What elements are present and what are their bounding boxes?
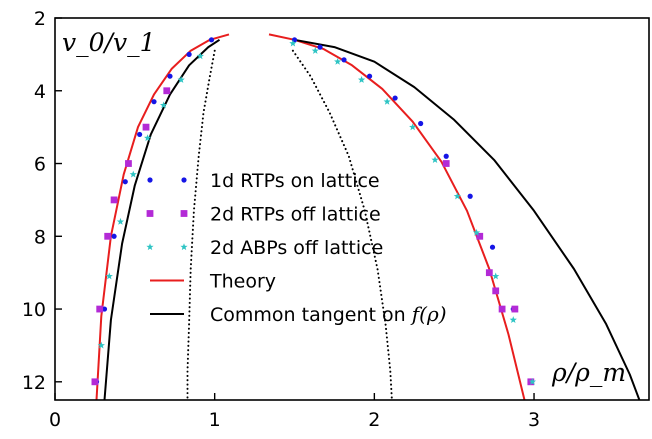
series-line-spinodal-1 <box>291 49 393 400</box>
data-point-1d-rtps-on-lattice-12 <box>366 73 373 79</box>
x-axis-label: ρ/ρ_m <box>551 358 626 387</box>
y-axis-label: v_0/v_1 <box>62 28 155 57</box>
series-line-theory-0 <box>95 33 230 400</box>
data-point-2d-abps-off-lattice-0 <box>97 341 105 349</box>
series-line-common-tangent-on-f--0 <box>103 38 221 400</box>
data-point-2d-abps-off-lattice-6 <box>177 76 185 83</box>
data-point-1d-rtps-on-lattice-7 <box>186 51 192 57</box>
data-point-1d-rtps-on-lattice-16 <box>467 193 473 199</box>
data-point-1d-rtps-on-lattice-4 <box>137 131 143 138</box>
data-point-1d-rtps-on-lattice-8 <box>208 37 215 43</box>
data-point-2d-rtps-off-lattice-10 <box>492 287 500 295</box>
y-tick-label-5: 12 <box>22 372 46 394</box>
legend-label-math-common-tangent-on: f(ρ) <box>410 302 447 326</box>
legend-label-2d-rtps-off-lattice: 2d RTPs off lattice <box>210 204 381 226</box>
y-tick-label-4: 10 <box>22 299 46 321</box>
data-point-1d-rtps-on-lattice-10 <box>317 44 323 50</box>
data-point-2d-abps-off-lattice-13 <box>409 123 417 131</box>
data-point-2d-abps-off-lattice-11 <box>357 76 366 83</box>
data-point-2d-rtps-off-lattice-0 <box>91 378 99 386</box>
y-axis-label-text: v_0/v_1 <box>62 28 155 57</box>
x-tick-label-2: 2 <box>368 409 380 431</box>
legend-marker-1d-rtps-on-lattice-a <box>147 177 153 183</box>
data-point-2d-abps-off-lattice-9 <box>311 46 319 54</box>
data-point-1d-rtps-on-lattice-1 <box>101 306 108 312</box>
legend-label-theory: Theory <box>209 271 276 293</box>
legend-marker-2d-rtps-off-lattice-b <box>180 210 188 217</box>
y-tick-label-3: 8 <box>34 226 46 248</box>
series-line-spinodal-0 <box>186 49 216 400</box>
plot-area <box>91 33 641 400</box>
legend-label-1d-rtps-on-lattice: 1d RTPs on lattice <box>210 170 380 192</box>
legend: 1d RTPs on lattice 2d RTPs off lattice 2d … <box>146 170 447 326</box>
data-point-2d-abps-off-lattice-3 <box>129 170 137 178</box>
x-tick-label-0: 0 <box>49 409 61 431</box>
data-point-1d-rtps-on-lattice-3 <box>122 179 128 185</box>
series-line-common-tangent-on-f--1 <box>294 38 641 400</box>
legend-label-common-tangent-on: Common tangent on f(ρ) <box>210 302 447 326</box>
data-point-1d-rtps-on-lattice-11 <box>341 57 347 63</box>
data-point-1d-rtps-on-lattice-14 <box>418 120 424 127</box>
x-axis-label-text: ρ/ρ_m <box>551 358 626 387</box>
data-point-2d-rtps-off-lattice-1 <box>96 305 104 313</box>
data-point-2d-abps-off-lattice-2 <box>116 217 125 225</box>
data-point-1d-rtps-on-lattice-13 <box>392 95 398 101</box>
data-point-1d-rtps-on-lattice-17 <box>489 244 496 250</box>
data-point-2d-abps-off-lattice-10 <box>334 57 342 65</box>
y-tick-label-2: 6 <box>34 154 46 176</box>
data-point-2d-rtps-off-lattice-9 <box>485 269 493 277</box>
data-point-2d-abps-off-lattice-15 <box>453 192 461 200</box>
legend-marker-2d-abps-off-lattice-b <box>180 243 188 251</box>
data-point-2d-abps-off-lattice-16 <box>472 228 481 236</box>
data-point-1d-rtps-on-lattice-5 <box>151 99 157 105</box>
data-point-1d-rtps-on-lattice-6 <box>167 73 173 79</box>
data-point-2d-rtps-off-lattice-12 <box>511 305 519 313</box>
plot-frame <box>54 17 650 401</box>
data-point-2d-abps-off-lattice-8 <box>289 39 297 47</box>
legend-marker-1d-rtps-on-lattice-b <box>181 177 187 183</box>
data-point-2d-abps-off-lattice-17 <box>492 272 500 280</box>
data-point-2d-rtps-off-lattice-8 <box>476 232 484 240</box>
legend-label-2d-abps-off-lattice: 2d ABPs off lattice <box>210 237 383 259</box>
data-point-2d-abps-off-lattice-5 <box>159 101 168 109</box>
data-point-2d-rtps-off-lattice-6 <box>163 87 171 95</box>
data-point-2d-rtps-off-lattice-2 <box>104 232 112 240</box>
y-tick-label-1: 4 <box>34 81 46 103</box>
legend-marker-2d-rtps-off-lattice-a <box>146 210 154 217</box>
data-point-2d-abps-off-lattice-1 <box>105 272 113 280</box>
data-point-2d-rtps-off-lattice-5 <box>142 123 150 131</box>
data-point-2d-rtps-off-lattice-11 <box>498 305 506 313</box>
data-point-2d-abps-off-lattice-18 <box>509 316 517 324</box>
data-point-2d-abps-off-lattice-4 <box>144 134 152 142</box>
data-point-2d-rtps-off-lattice-3 <box>110 196 118 204</box>
data-point-1d-rtps-on-lattice-2 <box>111 233 117 239</box>
data-point-2d-abps-off-lattice-12 <box>383 97 391 105</box>
plot-content <box>91 33 641 400</box>
data-point-1d-rtps-on-lattice-15 <box>443 153 449 159</box>
data-point-2d-abps-off-lattice-14 <box>431 156 439 163</box>
data-point-2d-abps-off-lattice-7 <box>196 52 204 60</box>
data-point-2d-rtps-off-lattice-4 <box>125 160 132 167</box>
y-tick-label-0: 2 <box>34 8 46 30</box>
x-tick-label-1: 1 <box>209 409 221 431</box>
x-tick-label-3: 3 <box>528 409 540 431</box>
legend-marker-2d-abps-off-lattice-a <box>146 243 154 251</box>
data-point-2d-rtps-off-lattice-7 <box>442 160 450 167</box>
data-point-2d-abps-off-lattice-19 <box>528 378 537 385</box>
